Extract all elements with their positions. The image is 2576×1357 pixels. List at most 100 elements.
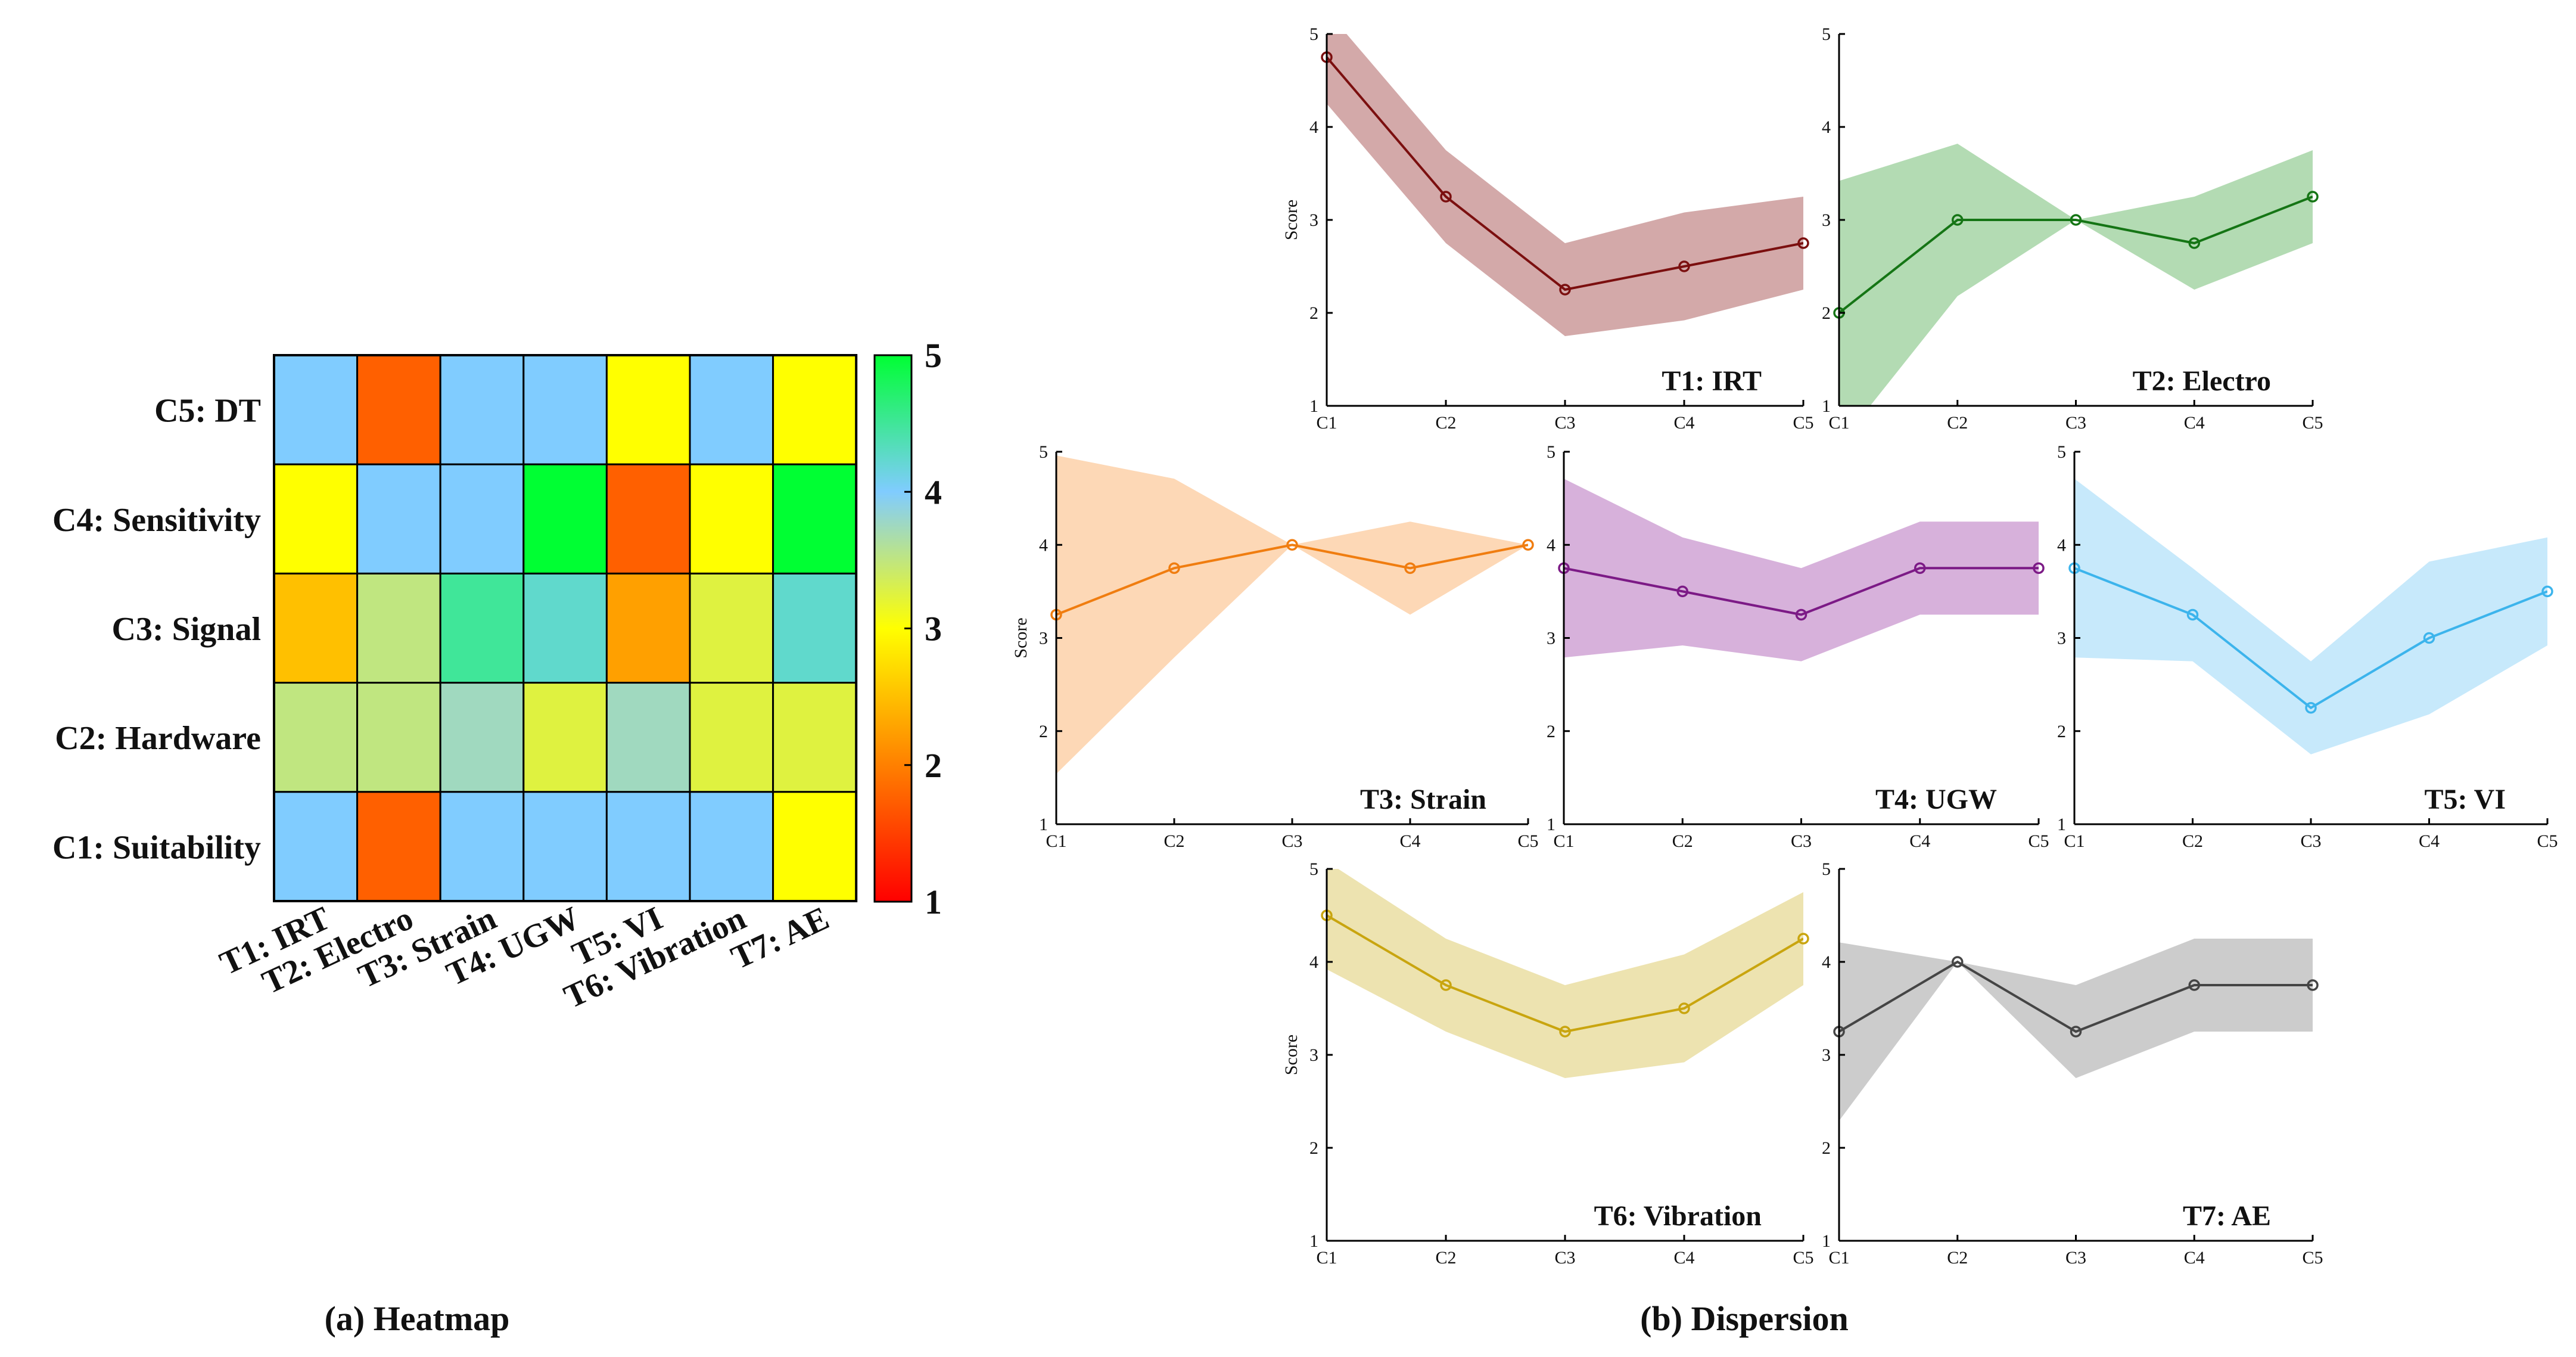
heatmap-cell-r1-c6 [772, 463, 857, 575]
dispersion-subplot: C1 C2 C3 C4 C5 1 2 3 4 5 T2: Electro [1822, 24, 2323, 433]
mean-point [1440, 191, 1452, 203]
y-tick-label: 4 [1822, 117, 1831, 137]
mean-point [1914, 562, 1926, 575]
heatmap-cell-r4-c4 [605, 791, 691, 902]
x-tick-label: C1 [1316, 413, 1337, 433]
heatmap-row-label: C2: Hardware [55, 720, 261, 757]
mean-point [1676, 585, 1688, 598]
x-tick-label: C3 [1554, 1248, 1575, 1268]
y-tick-label: 4 [1547, 535, 1555, 555]
x-tick-label: C3 [1281, 831, 1302, 851]
y-tick-label: 4 [1039, 535, 1048, 555]
y-tick-label: 3 [1547, 629, 1555, 648]
y-tick-label: 2 [1547, 722, 1555, 741]
y-tick-label: 1 [1309, 1231, 1318, 1251]
x-tick-label: C5 [2302, 413, 2323, 433]
y-tick-label: 3 [1822, 1045, 1831, 1065]
x-tick-label: C3 [2065, 1248, 2086, 1268]
mean-line [1839, 960, 2313, 1033]
y-tick-label: 5 [1039, 442, 1048, 462]
x-tick-label: C1 [1828, 1248, 1849, 1268]
heatmap-row-label: C3: Signal [112, 611, 262, 648]
subplot-title: T4: UGW [1875, 784, 1997, 815]
mean-point [2188, 237, 2200, 249]
y-tick-label: 5 [1822, 24, 1831, 44]
subplot-title: T5: VI [2425, 784, 2506, 815]
x-tick-label: C2 [1435, 1248, 1456, 1268]
heatmap-cell-r0-c3 [522, 354, 608, 465]
heatmap-column-label: T7: AE [726, 900, 835, 977]
dispersion-subplot: C1 C2 C3 C4 C5 1 2 3 4 5 Score T3: Strain [1011, 442, 1539, 851]
mean-line [2074, 567, 2547, 710]
dispersion-caption: (b) Dispersion [1640, 1299, 1849, 1338]
heatmap-cell-r4-c0 [273, 791, 359, 902]
x-tick-label: C3 [1554, 413, 1575, 433]
heatmap-cell-r0-c4 [605, 354, 691, 465]
dispersion-subplot: C1 C2 C3 C4 C5 1 2 3 4 5 Score T6: Vibration [1281, 859, 1814, 1268]
mean-point [1559, 1026, 1571, 1038]
y-tick-label: 2 [1822, 1138, 1831, 1158]
heatmap-cell-r1-c5 [689, 463, 774, 575]
mean-point [1678, 260, 1690, 272]
mean-point [2307, 979, 2319, 991]
y-tick-label: 3 [1039, 629, 1048, 648]
heatmap-cell-r2-c2 [439, 572, 525, 684]
mean-point [1404, 562, 1416, 575]
heatmap-cell-r1-c3 [522, 463, 608, 575]
dispersion-subplot: C1 C2 C3 C4 C5 1 2 3 4 5 T7: AE [1822, 859, 2323, 1268]
subplot-title: T2: Electro [2133, 365, 2271, 397]
y-tick-label: 2 [1039, 722, 1048, 741]
x-tick-label: C1 [2064, 831, 2085, 851]
x-tick-label: C2 [2182, 831, 2203, 851]
y-tick-label: 2 [1309, 1138, 1318, 1158]
x-tick-label: C4 [1909, 831, 1930, 851]
mean-point [2033, 562, 2045, 575]
heatmap-cell-r4-c1 [356, 791, 441, 902]
x-tick-label: C5 [2028, 831, 2049, 851]
heatmap-cell-r3-c6 [772, 682, 857, 793]
x-tick-label: C4 [1673, 1248, 1694, 1268]
heatmap-row-label: C1: Suitability [52, 829, 261, 866]
y-tick-label: 2 [2057, 722, 2066, 741]
x-tick-label: C3 [2300, 831, 2321, 851]
mean-line [1839, 195, 2313, 314]
mean-point [1522, 539, 1534, 551]
dispersion-subplot: C1 C2 C3 C4 C5 1 2 3 4 5 Score T1: IRT [1281, 24, 1814, 433]
y-tick-label: 5 [1309, 859, 1318, 879]
y-tick-label: 2 [1309, 303, 1318, 323]
y-tick-label: 5 [2057, 442, 2066, 462]
mean-point [1797, 237, 1809, 249]
x-tick-label: C2 [1435, 413, 1456, 433]
colorbar-tick-label: 4 [925, 473, 942, 511]
x-tick-label: C5 [1517, 831, 1538, 851]
dispersion-band [1839, 939, 2313, 1121]
heatmap-caption: (a) Heatmap [325, 1299, 510, 1338]
subplot-title: T6: Vibration [1594, 1200, 1762, 1232]
mean-point [2305, 701, 2317, 714]
mean-point [1559, 284, 1571, 296]
y-tick-label: 3 [1309, 1045, 1318, 1065]
dispersion-band [1564, 479, 2039, 662]
y-tick-label: 3 [2057, 629, 2066, 648]
subplot-title: T1: IRT [1662, 365, 1762, 397]
y-axis-label: Score [1011, 617, 1031, 658]
heatmap-cell-r4-c6 [772, 791, 857, 902]
dispersion-band [1056, 455, 1528, 774]
mean-point [2541, 585, 2553, 598]
heatmap-cell-r3-c3 [522, 682, 608, 793]
x-tick-label: C1 [1316, 1248, 1337, 1268]
dispersion-subplot: C1 C2 C3 C4 C5 1 2 3 4 5 T4: UGW [1547, 442, 2049, 851]
y-tick-label: 1 [1039, 815, 1048, 834]
colorbar-tick-label: 1 [925, 883, 942, 921]
heatmap-cell-r0-c0 [273, 354, 359, 465]
y-tick-label: 2 [1822, 303, 1831, 323]
heatmap-cell-r2-c5 [689, 572, 774, 684]
x-tick-label: C2 [1947, 413, 1968, 433]
mean-line [1327, 914, 1803, 1033]
dispersion-band [2074, 479, 2547, 754]
heatmap-row-label: C5: DT [154, 393, 261, 430]
heatmap-cell-r3-c1 [356, 682, 441, 793]
heatmap-frame [273, 354, 858, 902]
x-tick-label: C2 [1947, 1248, 1968, 1268]
